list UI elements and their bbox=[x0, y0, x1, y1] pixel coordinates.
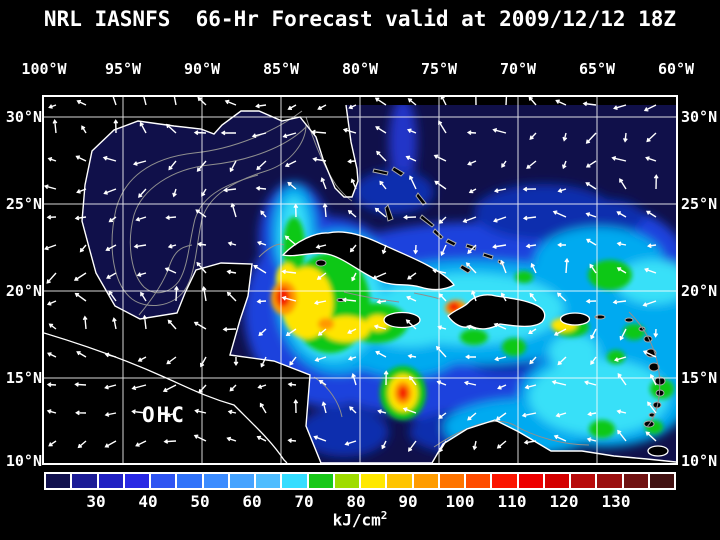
bathymetry-contours bbox=[111, 110, 661, 448]
colorbar-segment bbox=[466, 474, 491, 488]
colorbar-tick: 120 bbox=[549, 492, 579, 511]
colorbar-segment bbox=[72, 474, 97, 488]
map-canvas: OHC bbox=[44, 97, 676, 463]
lon-tick-label: 60°W bbox=[657, 60, 695, 78]
latitude-axis-right: 30°N 25°N 20°N 15°N 10°N bbox=[681, 0, 720, 540]
puerto-rico-island bbox=[559, 312, 591, 326]
map-frame: OHC bbox=[42, 95, 678, 465]
jamaica-island bbox=[383, 311, 421, 329]
lat-tick-label: 10°N bbox=[5, 452, 42, 470]
lon-tick-label: 90°W bbox=[183, 60, 221, 78]
lat-tick-label: 10°N bbox=[681, 452, 718, 470]
cuba-island bbox=[281, 231, 455, 291]
colorbar-segment bbox=[623, 474, 648, 488]
graticule bbox=[44, 97, 676, 463]
colorbar bbox=[44, 472, 676, 490]
lon-tick-label: 80°W bbox=[341, 60, 379, 78]
small-islands bbox=[315, 166, 666, 428]
ocean-heat-field bbox=[82, 105, 676, 463]
colorbar-tick: 130 bbox=[601, 492, 631, 511]
colorbar-segment bbox=[439, 474, 464, 488]
coastline bbox=[81, 104, 676, 463]
latitude-axis-left: 30°N 25°N 20°N 15°N 10°N bbox=[2, 0, 42, 540]
colorbar-tick: 60 bbox=[242, 492, 262, 511]
colorbar-tick: 30 bbox=[86, 492, 106, 511]
lat-tick-label: 25°N bbox=[5, 195, 42, 213]
colorbar-tick: 70 bbox=[294, 492, 314, 511]
trinidad-island bbox=[647, 445, 669, 457]
colorbar-segment bbox=[229, 474, 254, 488]
colorbar-tick: 90 bbox=[398, 492, 418, 511]
colorbar-tick: 100 bbox=[445, 492, 475, 511]
longitude-axis: 100°W 95°W 90°W 85°W 80°W 75°W 70°W 65°W 60°W bbox=[0, 60, 720, 78]
lat-tick-label: 30°N bbox=[681, 108, 718, 126]
colorbar-tick: 80 bbox=[346, 492, 366, 511]
colorbar-segment bbox=[308, 474, 333, 488]
colorbar-segment bbox=[649, 474, 674, 488]
lat-tick-label: 30°N bbox=[5, 108, 42, 126]
lon-tick-label: 95°W bbox=[104, 60, 142, 78]
colorbar-segment bbox=[492, 474, 517, 488]
colorbar-tick: 40 bbox=[138, 492, 158, 511]
lon-tick-label: 65°W bbox=[578, 60, 616, 78]
colorbar-segment bbox=[98, 474, 123, 488]
colorbar-segment bbox=[46, 474, 71, 488]
colorbar-tick: 50 bbox=[190, 492, 210, 511]
colorbar-segment bbox=[571, 474, 596, 488]
colorbar-segment bbox=[282, 474, 307, 488]
colorbar-segment bbox=[256, 474, 281, 488]
colorbar-segment bbox=[203, 474, 228, 488]
colorbar-segment bbox=[151, 474, 176, 488]
colorbar-segment bbox=[387, 474, 412, 488]
lon-tick-label: 85°W bbox=[262, 60, 300, 78]
ohc-label: OHC bbox=[142, 403, 186, 427]
islands bbox=[281, 231, 669, 457]
colorbar-tick-labels: 30 40 50 60 70 80 90 100 110 120 130 bbox=[44, 492, 676, 511]
lon-tick-label: 70°W bbox=[499, 60, 537, 78]
colorbar-segment bbox=[597, 474, 622, 488]
colorbar-segment bbox=[413, 474, 438, 488]
lon-tick-label: 100°W bbox=[21, 60, 67, 78]
lat-tick-label: 25°N bbox=[681, 195, 718, 213]
colorbar-segment bbox=[177, 474, 202, 488]
colorbar-segment bbox=[518, 474, 543, 488]
colorbar-segment bbox=[334, 474, 359, 488]
colorbar-unit: kJ/cm2 bbox=[332, 509, 388, 530]
lat-tick-label: 20°N bbox=[681, 282, 718, 300]
hispaniola-island bbox=[447, 294, 546, 330]
vector-arrows bbox=[44, 97, 659, 453]
colorbar-segment bbox=[361, 474, 386, 488]
lat-tick-label: 20°N bbox=[5, 282, 42, 300]
forecast-title: NRL IASNFS 66-Hr Forecast valid at 2009/… bbox=[43, 7, 677, 31]
colorbar-tick: 110 bbox=[497, 492, 527, 511]
colorbar-segment bbox=[124, 474, 149, 488]
lat-tick-label: 15°N bbox=[681, 369, 718, 387]
lon-tick-label: 75°W bbox=[420, 60, 458, 78]
pacific-coastline bbox=[44, 332, 288, 463]
colorbar-segment bbox=[544, 474, 569, 488]
lat-tick-label: 15°N bbox=[5, 369, 42, 387]
